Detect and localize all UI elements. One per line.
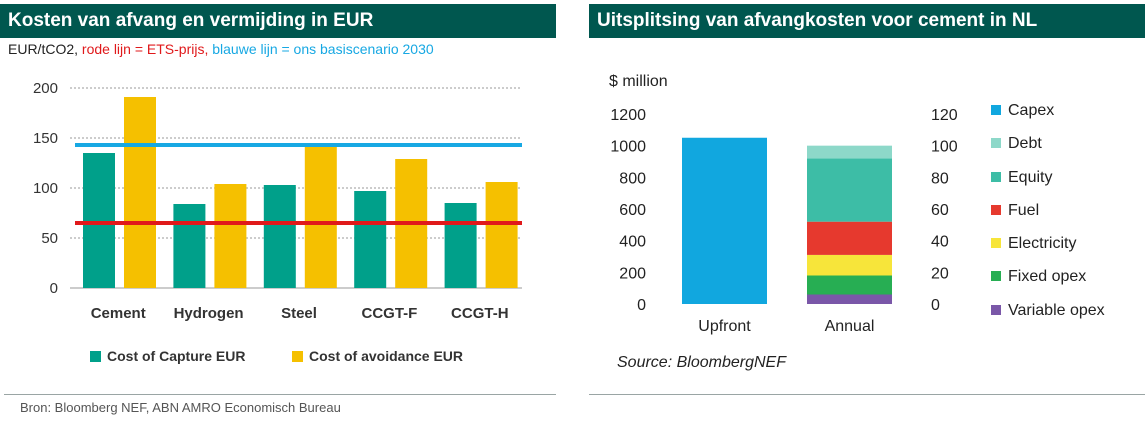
left-y-tick-label-200: 200 [619,265,646,282]
left-chart-subtitle: EUR/tCO2, rode lijn = ETS-prijs, blauwe … [8,41,434,57]
left-y-tick-label-0: 0 [637,297,646,314]
bar-steel-avoidance [304,147,337,288]
right-legend: Capex Debt Equity Fuel Electricity Fixed… [991,102,1105,335]
legend-label-capture: Cost of Capture EUR [107,348,246,364]
legend-swatch-avoidance [292,351,303,362]
right-y-tick-label-40: 40 [931,234,949,251]
right-chart-title: Uitsplitsing van afvangkosten voor cemen… [589,4,1145,38]
legend-label-capex: Capex [1008,102,1055,119]
legend-label-avoidance: Cost of avoidance EUR [309,348,464,364]
legend-swatch-variable-opex [991,304,1001,315]
legend-swatch-capture [90,351,101,362]
bar-cement-capture [83,153,115,288]
legend-item-electricity: Electricity [991,235,1105,268]
bar-annual-variable-opex [807,294,892,304]
bar-steel-capture [263,185,296,288]
legend-swatch-electricity [991,238,1001,249]
left-source-note: Bron: Bloomberg NEF, ABN AMRO Economisch… [20,400,341,415]
legend-swatch-capex [991,105,1001,115]
legend-item-equity: Equity [991,169,1105,202]
bar-annual-fuel [807,221,892,255]
legend-swatch-equity [991,171,1001,182]
right-source-note: Source: BloombergNEF [617,354,786,371]
left-y-tick-label-800: 800 [619,170,646,187]
legend-label-electricity: Electricity [1008,235,1077,253]
left-y-tick-label-1200: 1200 [610,107,646,124]
y-tick-label-50: 50 [41,230,58,247]
right-y-tick-label-80: 80 [931,170,949,187]
right-chart-panel: Uitsplitsing van afvangkosten voor cemen… [589,0,1145,425]
left-divider [4,394,556,395]
left-y-tick-label-1000: 1000 [610,139,646,156]
right-divider [589,394,1145,395]
subtitle-unit: EUR/tCO2, [8,41,79,57]
x-tick-label-hydrogen: Hydrogen [174,305,244,322]
legend-item-variable-opex: Variable opex [991,302,1105,335]
bar-hydrogen-avoidance [214,184,247,288]
y-tick-label-0: 0 [50,280,58,297]
x-tick-label-steel: Steel [281,305,317,322]
bar-cement-avoidance [124,97,156,288]
legend-item-capture: Cost of Capture EUR [90,348,245,364]
subtitle-blue-line-note: blauwe lijn = ons basiscenario 2030 [212,41,434,57]
bar-ccgt-h-capture [444,203,477,288]
bar-ccgt-h-avoidance [485,182,518,288]
legend-item-fuel: Fuel [991,202,1105,235]
y-tick-label-200: 200 [33,80,58,97]
legend-item-capex: Capex [991,102,1105,135]
subtitle-red-line-note: rode lijn = ETS-prijs, [81,41,209,57]
bar-ccgt-f-capture [354,191,387,288]
left-y-tick-label-600: 600 [619,202,646,219]
right-stacked-bar-chart: 0 200 400 600 800 1000 1200 0 20 40 60 80 100 120 Upfr… [610,107,958,335]
right-y-tick-label-20: 20 [931,265,949,282]
y-tick-label-150: 150 [33,130,58,147]
legend-label-equity: Equity [1008,168,1053,186]
bar-upfront-capex [682,137,767,304]
x-tick-label-upfront: Upfront [698,318,751,335]
right-y-tick-label-60: 60 [931,202,949,219]
legend-label-variable-opex: Variable opex [1008,301,1105,319]
left-y-tick-label-400: 400 [619,234,646,251]
bar-annual-fixed-opex [807,275,892,295]
x-tick-label-ccgt-h: CCGT-H [451,305,509,322]
left-bar-chart: 0 50 100 150 200 Cement Hydrogen Steel CCGT-F CCG… [33,80,522,322]
bar-hydrogen-capture [173,204,206,288]
x-tick-label-ccgt-f: CCGT-F [361,305,417,322]
x-tick-label-cement: Cement [91,305,146,322]
legend-label-debt: Debt [1008,135,1042,153]
left-chart-title: Kosten van afvang en vermijding in EUR [0,4,556,38]
x-tick-label-annual: Annual [825,318,875,335]
legend-item-debt: Debt [991,135,1105,168]
legend-swatch-fuel [991,204,1001,215]
legend-item-avoidance: Cost of avoidance EUR [292,348,463,364]
legend-swatch-debt [991,138,1001,149]
right-y-tick-label-120: 120 [931,107,958,124]
legend-item-fixed-opex: Fixed opex [991,268,1105,301]
bar-annual-equity [807,158,892,222]
legend-swatch-fixed-opex [991,271,1001,282]
right-y-tick-label-100: 100 [931,139,958,156]
left-chart-panel: Kosten van afvang en vermijding in EUR E… [0,0,556,425]
right-y-tick-label-0: 0 [931,297,940,314]
bar-annual-debt [807,145,892,159]
y-tick-label-100: 100 [33,180,58,197]
legend-label-fuel: Fuel [1008,201,1040,219]
legend-label-fixed-opex: Fixed opex [1008,268,1087,286]
right-unit-label: $ million [609,73,668,90]
bar-annual-electricity [807,254,892,276]
